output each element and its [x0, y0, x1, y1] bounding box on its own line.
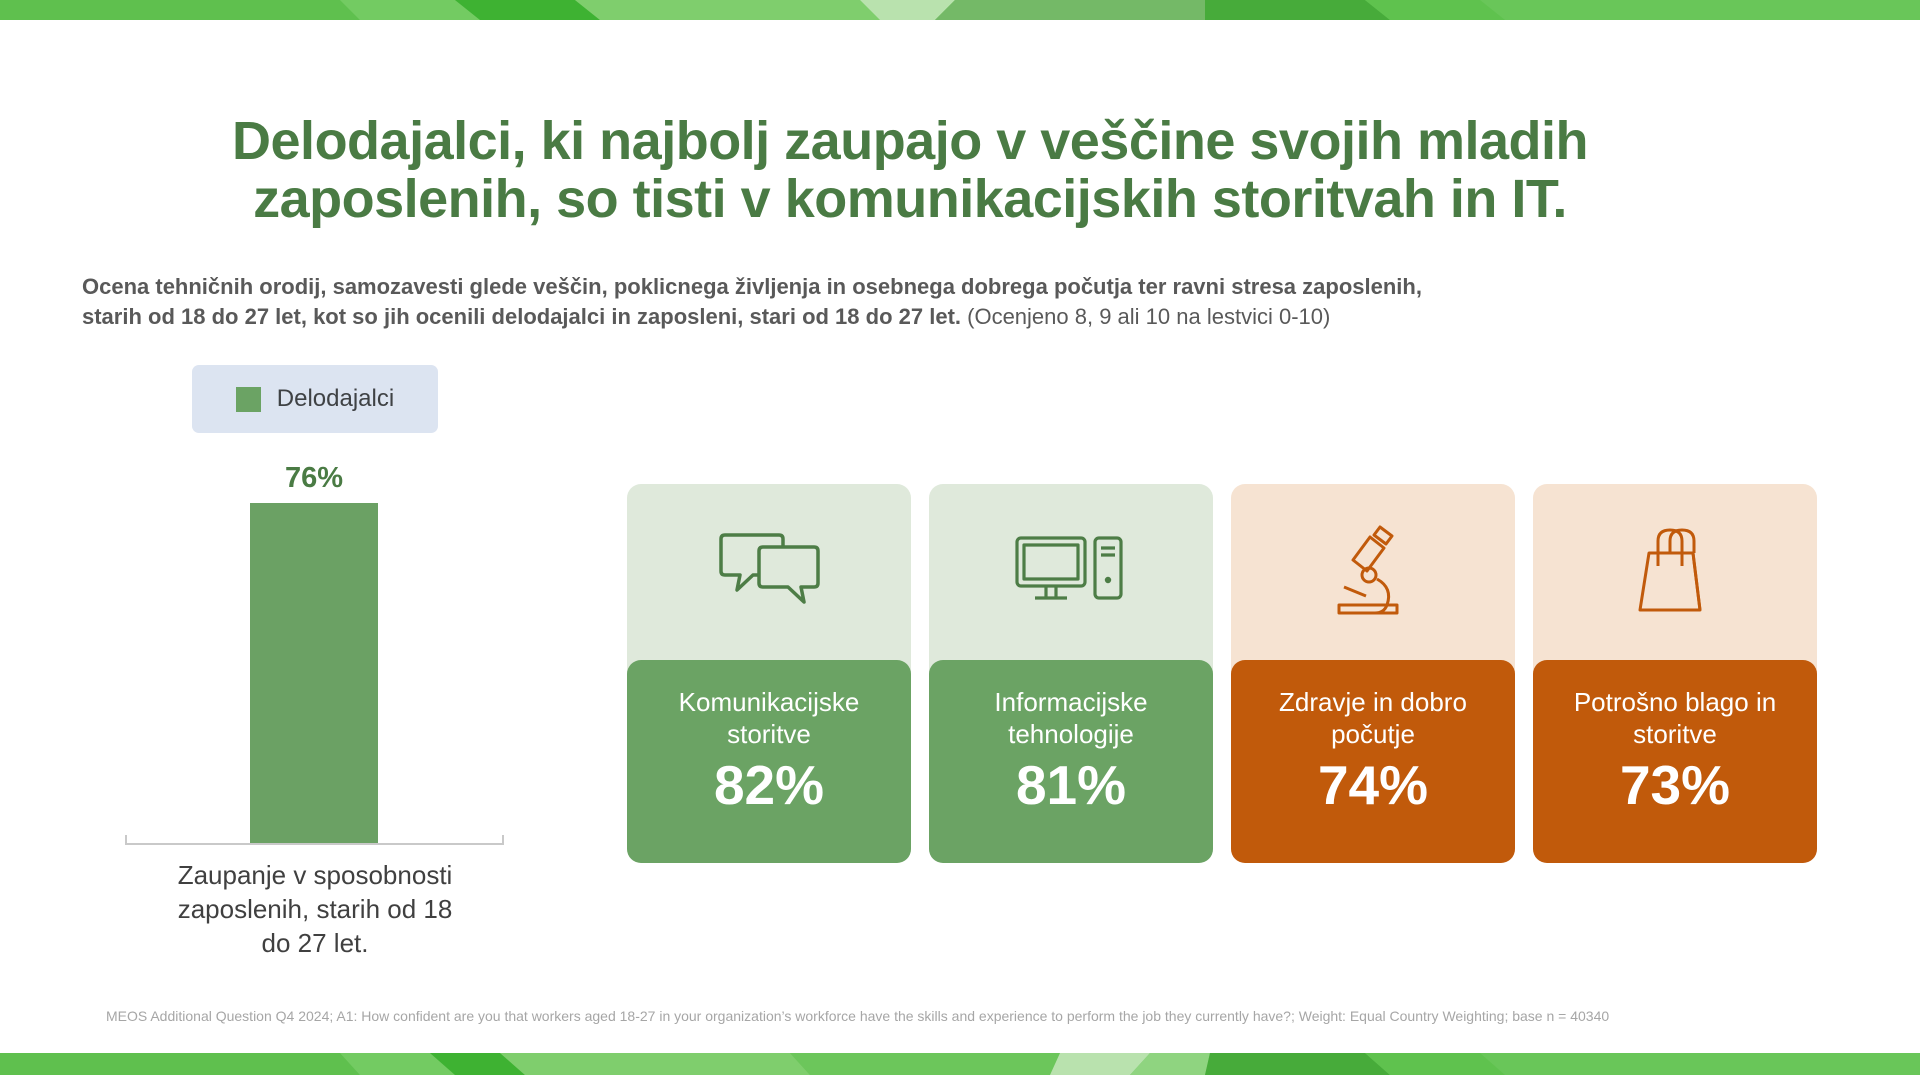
- source-note: MEOS Additional Question Q4 2024; A1: Ho…: [106, 1008, 1610, 1024]
- legend-swatch-icon: [235, 386, 261, 412]
- sector-card-it: Informacijske tehnologije 81%: [929, 484, 1213, 863]
- axis-label-line1: Zaupanje v sposobnosti: [177, 860, 453, 890]
- sector-card-consumer: Potrošno blago in storitve 73%: [1533, 484, 1817, 863]
- sector-value: 73%: [1619, 754, 1731, 816]
- page-title: Delodajalci, ki najbolj zaupajo v veščin…: [120, 112, 1700, 228]
- subtitle-line2-note: (Ocenjeno 8, 9 ali 10 na lestvici 0-10): [961, 304, 1331, 329]
- top-decor-band: [0, 0, 1920, 25]
- sector-value: 82%: [713, 754, 825, 816]
- legend-label: Delodajalci: [276, 385, 395, 412]
- sector-value: 74%: [1317, 754, 1429, 816]
- axis-label-line2: zaposlenih, starih od 18: [177, 894, 453, 924]
- band-pattern-icon: [0, 1053, 1920, 1075]
- bottom-decor-band: [0, 1053, 1920, 1080]
- bar-value-label: 76%: [284, 462, 344, 494]
- subtitle-line1: Ocena tehničnih orodij, samozavesti gled…: [82, 274, 1422, 299]
- sector-card-communication: Komunikacijske storitve 82%: [627, 484, 911, 863]
- sector-label: Komunikacijske storitve: [678, 687, 860, 749]
- axis-line-icon: [125, 835, 504, 845]
- sector-card-bottom: Komunikacijske storitve 82%: [627, 660, 911, 863]
- axis-label-line3: do 27 let.: [261, 928, 369, 958]
- employer-bar: [250, 503, 378, 845]
- sector-label: Zdravje in dobro počutje: [1279, 687, 1467, 749]
- axis-category-label: Zaupanje v sposobnosti zaposlenih, stari…: [120, 858, 510, 960]
- sector-card-bottom: Potrošno blago in storitve 73%: [1533, 660, 1817, 863]
- sector-card-bottom: Zdravje in dobro počutje 74%: [1231, 660, 1515, 863]
- sector-label: Informacijske tehnologije: [994, 687, 1148, 749]
- band-pattern-icon: [0, 0, 1920, 20]
- page-title-line1: Delodajalci, ki najbolj zaupajo v veščin…: [232, 111, 1588, 171]
- computer-icon: [929, 484, 1213, 660]
- chat-icon: [627, 484, 911, 660]
- legend: Delodajalci: [192, 365, 438, 433]
- sector-value: 81%: [1015, 754, 1127, 816]
- subtitle-line2: starih od 18 do 27 let, kot so jih oceni…: [82, 302, 1802, 332]
- sector-label: Potrošno blago in storitve: [1573, 687, 1777, 749]
- sector-card-bottom: Informacijske tehnologije 81%: [929, 660, 1213, 863]
- page-title-line2: zaposlenih, so tisti v komunikacijskih s…: [253, 169, 1567, 229]
- shopping-bag-icon: [1533, 484, 1817, 660]
- microscope-icon: [1231, 484, 1515, 660]
- sector-card-health: Zdravje in dobro počutje 74%: [1231, 484, 1515, 863]
- subtitle-line2-bold: starih od 18 do 27 let, kot so jih oceni…: [82, 304, 962, 329]
- subtitle: Ocena tehničnih orodij, samozavesti gled…: [82, 272, 1802, 332]
